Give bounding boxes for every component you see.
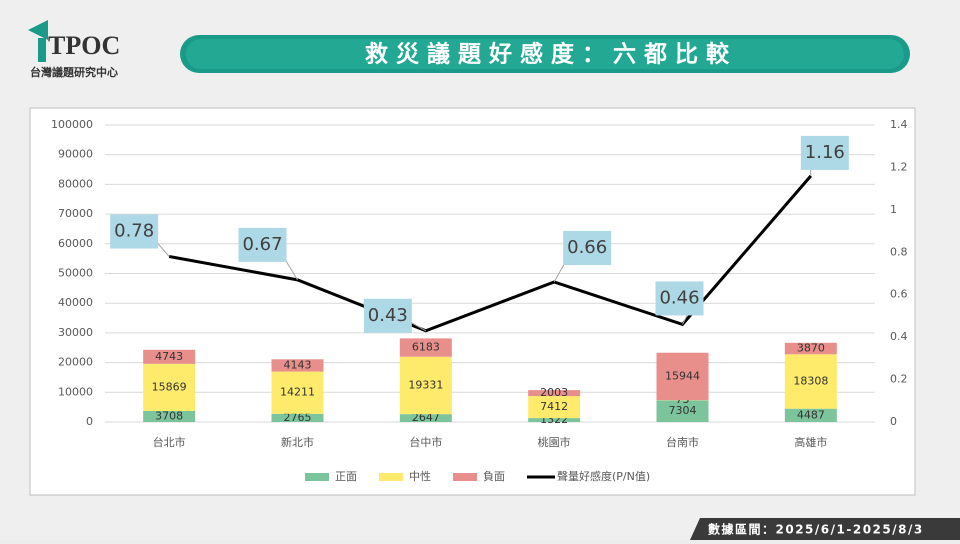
y-tick-label: 100000 [51,118,93,131]
data-label: 15869 [152,380,187,393]
data-label: 4143 [284,358,312,371]
x-tick-label: 台中市 [409,435,442,449]
x-tick-label: 桃園市 [538,435,571,449]
y2-tick-label: 0 [890,415,897,428]
x-tick-label: 台南市 [666,435,699,449]
y-tick-label: 60000 [58,237,93,250]
data-label: 18308 [793,374,828,387]
logo-mark: TPOC [48,31,120,60]
data-label: 0.67 [242,234,282,255]
x-tick-label: 台北市 [153,435,186,449]
y-tick-label: 50000 [58,267,93,280]
y2-tick-label: 1 [890,203,897,216]
data-label: 2003 [540,386,568,399]
data-label: 3708 [155,409,183,422]
legend-label: 正面 [335,470,357,483]
y2-tick-label: 0.4 [890,330,908,343]
y-tick-label: 10000 [58,385,93,398]
title: 救 災 議 題 好 感 度 ： 六 都 比 較 [365,41,730,68]
data-label: 0.43 [368,305,408,326]
y2-tick-label: 1.4 [890,118,908,131]
y2-tick-label: 0.2 [890,373,908,386]
data-label: 7412 [540,400,568,413]
data-label: 0.78 [114,221,154,242]
footer: 數據區間：2025/6/1-2025/8/3 [708,522,924,537]
logo-icon [38,38,46,62]
y-tick-label: 80000 [58,177,93,190]
legend-swatch [305,473,329,481]
data-label: 0.66 [567,237,607,258]
x-tick-label: 高雄市 [794,435,827,449]
legend-label: 聲量好感度(P/N值) [557,469,650,483]
data-label: 6183 [412,341,440,354]
data-label: 14211 [280,386,315,399]
y-tick-label: 20000 [58,356,93,369]
legend-label: 中性 [409,469,431,483]
y2-tick-label: 0.8 [890,245,908,258]
y-tick-label: 70000 [58,207,93,220]
legend-swatch [379,473,403,481]
legend-label: 負面 [483,470,505,483]
data-label: 4743 [155,350,183,363]
x-tick-label: 新北市 [281,435,314,449]
y2-tick-label: 0.6 [890,288,908,301]
y2-tick-label: 1.2 [890,160,908,173]
data-label: 4487 [797,408,825,421]
y-tick-label: 90000 [58,148,93,161]
data-label: 19331 [408,378,443,391]
legend-swatch [453,473,477,481]
logo-subtitle: 台灣議題研究中心 [30,65,118,79]
y-tick-label: 0 [86,415,93,428]
data-label: 0.46 [659,287,699,308]
data-label: 1.16 [805,142,845,163]
data-label: 3870 [797,342,825,355]
y-tick-label: 30000 [58,326,93,339]
data-label: 15944 [665,369,700,382]
y-tick-label: 40000 [58,296,93,309]
